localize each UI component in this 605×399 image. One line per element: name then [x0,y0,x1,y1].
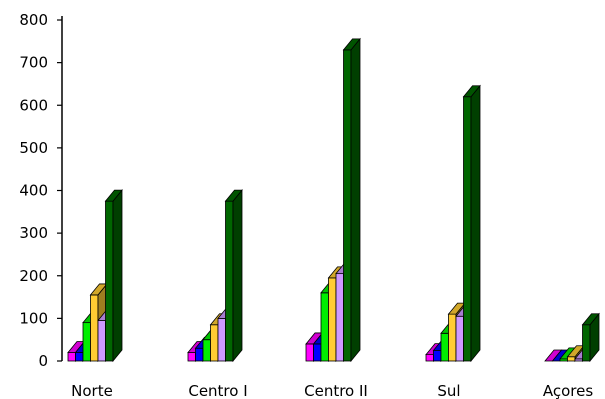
y-tick-label-600: 600 [19,96,48,114]
bar-sul-s6 [462,84,481,363]
labels-layer: Norte Centro I Centro II Sul Açores [71,382,593,399]
y-tick-label-700: 700 [19,54,48,72]
axis-layer: 0 100 200 300 400 500 600 700 800 [19,11,63,370]
bars-layer [67,37,600,363]
x-tick-label-sul: Sul [437,382,460,399]
bar-centro-i-s6 [224,189,243,363]
y-tick-label-800: 800 [19,11,48,29]
bar-norte-s6 [104,189,123,363]
y-tick-label-0: 0 [38,352,48,370]
x-tick-label-centro-i: Centro I [188,382,247,399]
y-tick-label-400: 400 [19,182,48,200]
y-tick-label-100: 100 [19,309,48,327]
bar-centro-ii-s6 [342,37,361,363]
x-tick-label-centro-ii: Centro II [304,382,368,399]
bar-açores-s6 [581,312,600,363]
x-tick-label-norte: Norte [71,382,113,399]
y-tick-label-500: 500 [19,139,48,157]
x-tick-label-açores: Açores [543,382,593,399]
y-tick-label-300: 300 [19,224,48,242]
y-tick-label-200: 200 [19,267,48,285]
